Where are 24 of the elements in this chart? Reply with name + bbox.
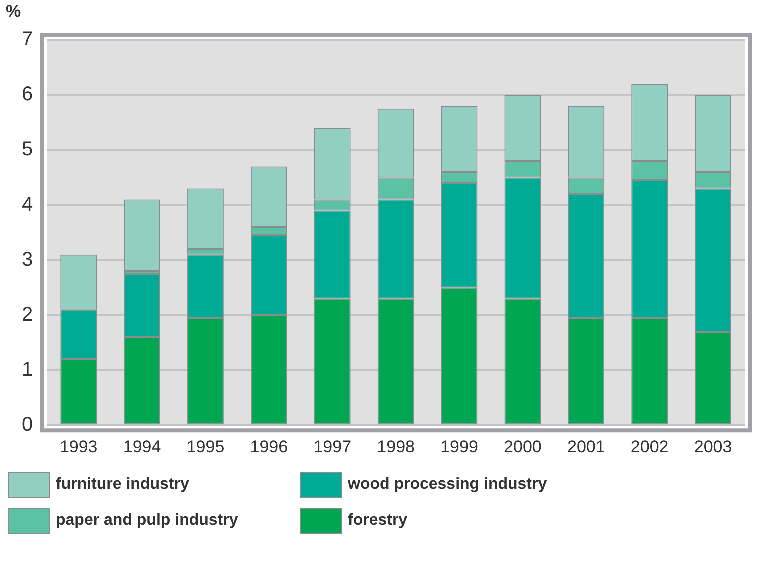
x-tick-label: 1995 — [186, 437, 225, 456]
y-tick-label: 0 — [22, 414, 34, 436]
x-tick-label: 1996 — [250, 437, 288, 456]
y-tick-label: 7 — [22, 28, 34, 51]
x-tick-label: 2001 — [567, 437, 606, 456]
y-axis-title: % — [6, 2, 22, 22]
x-tick-label: 1993 — [60, 437, 98, 456]
legend-label: furniture industry — [56, 476, 190, 494]
y-tick-label: 4 — [22, 194, 34, 216]
x-tick-label: 1998 — [377, 437, 415, 456]
x-tick-label: 1997 — [314, 437, 352, 456]
x-tick-label: 1994 — [123, 437, 162, 456]
legend-label: forestry — [348, 512, 408, 530]
legend-label: paper and pulp industry — [56, 512, 238, 530]
x-tick-label: 2003 — [694, 437, 732, 456]
x-tick-label: 2000 — [504, 437, 542, 456]
y-tick-label: 1 — [22, 359, 34, 382]
y-tick-label: 2 — [22, 304, 34, 326]
y-tick-label: 5 — [22, 138, 34, 161]
y-tick-label: 6 — [22, 84, 34, 106]
x-tick-label: 2002 — [630, 437, 669, 456]
x-tick-label: 1999 — [440, 437, 478, 456]
legend-label: wood processing industry — [348, 476, 548, 494]
y-tick-label: 3 — [22, 248, 34, 271]
